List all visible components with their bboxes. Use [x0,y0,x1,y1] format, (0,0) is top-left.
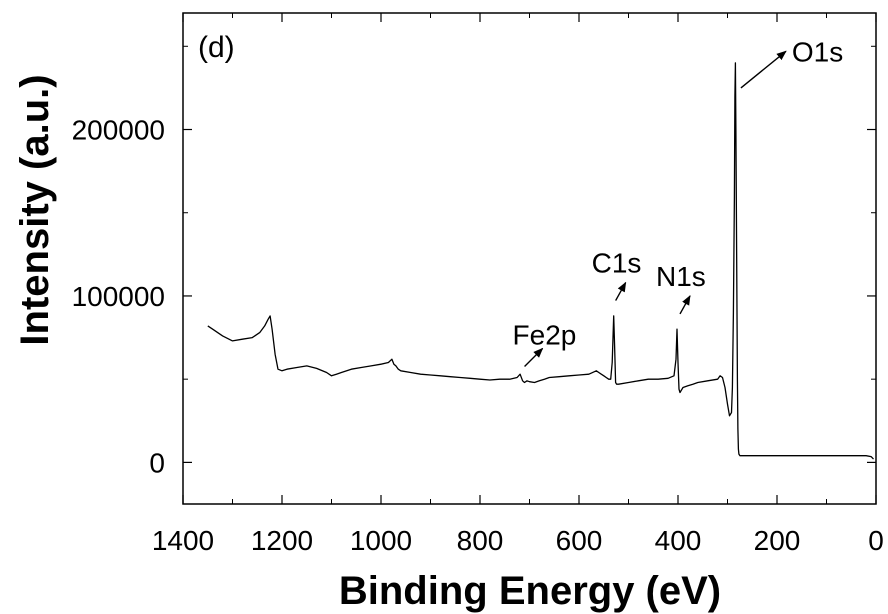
x-tick-label: 200 [754,525,801,556]
x-tick-label: 400 [655,525,702,556]
panel-label: (d) [198,31,235,64]
annotation-label: O1s [792,36,843,67]
x-axis-title: Binding Energy (eV) [339,569,721,613]
peak-annotations: Fe2p C1s N1s O1s [513,36,843,368]
x-tick-label: 800 [457,525,504,556]
x-tick-label: 1200 [251,525,313,556]
annotation-arrow [740,50,787,89]
spectrum-line [207,62,874,460]
x-tick-label: 0 [868,525,884,556]
x-tick-label: 600 [556,525,603,556]
axis-ticks [182,13,877,504]
y-tick-label: 200000 [72,115,165,146]
annotation-label: Fe2p [513,320,577,351]
y-tick-label: 0 [149,447,165,478]
annotation-arrow [615,281,627,301]
annotation-arrow [679,295,691,315]
annotation-arrow [524,347,544,368]
y-tick-label: 100000 [72,281,165,312]
x-tick-label: 1000 [350,525,412,556]
y-axis-title: Intensity (a.u.) [13,74,57,345]
x-tick-label: 1400 [152,525,214,556]
series-group [207,62,874,460]
annotation-label: C1s [592,248,642,279]
annotation-label: N1s [656,261,706,292]
tick-labels: 1400 1200 1000 800 600 400 200 0 0 100000 200000 [72,115,884,556]
